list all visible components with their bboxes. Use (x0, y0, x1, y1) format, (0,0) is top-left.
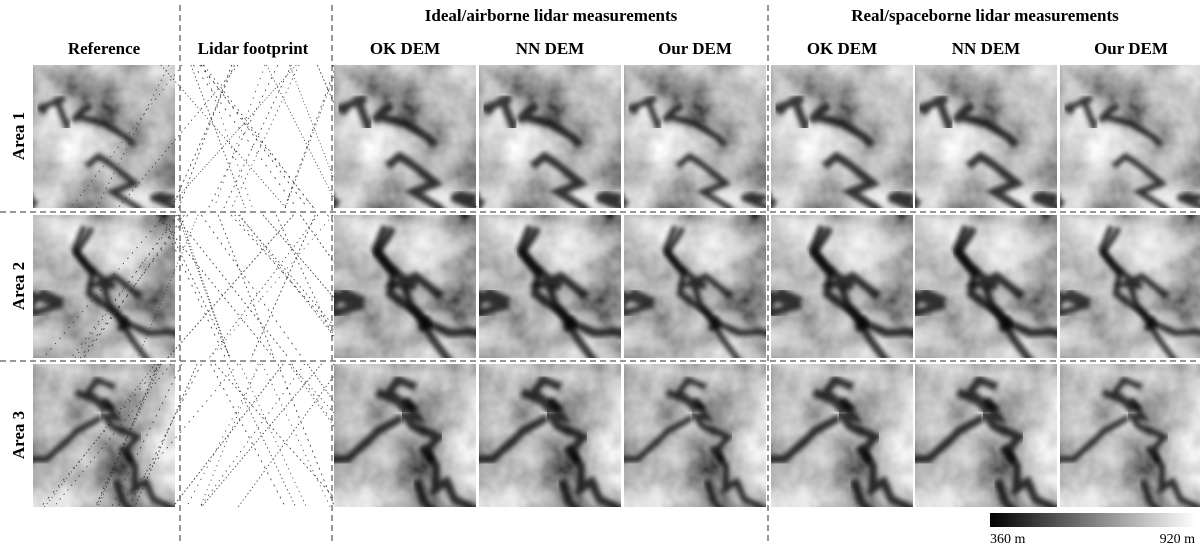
column-header: Our DEM (658, 39, 732, 58)
dem-content (745, 364, 943, 550)
footprint-bg (182, 65, 325, 208)
column-header: Our DEM (1094, 39, 1168, 58)
column-header: Reference (68, 39, 141, 58)
terrain (771, 65, 914, 208)
dem-image (7, 364, 205, 550)
colorbar-min: 360 m (990, 532, 1026, 547)
column-header: NN DEM (952, 39, 1020, 58)
terrain (479, 65, 622, 208)
colorbar-max: 920 m (1160, 532, 1196, 547)
dem-content (7, 364, 205, 550)
dem-content (453, 364, 651, 550)
terrain (33, 65, 176, 208)
dem-image (745, 364, 943, 550)
dem-image (453, 364, 651, 550)
row-label: Area 1 (9, 112, 28, 160)
dem-image (598, 364, 796, 550)
group-header: Real/spaceborne lidar measurements (851, 6, 1119, 25)
terrain (334, 65, 477, 208)
group-header: Ideal/airborne lidar measurements (425, 6, 678, 25)
column-header: Lidar footprint (198, 39, 309, 58)
terrain (1060, 65, 1200, 208)
column-header: OK DEM (370, 39, 440, 58)
colorbar (990, 513, 1195, 527)
dem-image (308, 364, 506, 550)
terrain (624, 65, 767, 208)
dem-content (598, 364, 796, 550)
column-header: OK DEM (807, 39, 877, 58)
footprint-bg (182, 364, 325, 507)
row-label: Area 2 (9, 262, 28, 310)
dem-content (308, 364, 506, 550)
column-header: NN DEM (516, 39, 584, 58)
terrain (915, 65, 1058, 208)
figure: Ideal/airborne lidar measurements Real/s… (0, 0, 1200, 550)
row-label: Area 3 (9, 411, 28, 459)
